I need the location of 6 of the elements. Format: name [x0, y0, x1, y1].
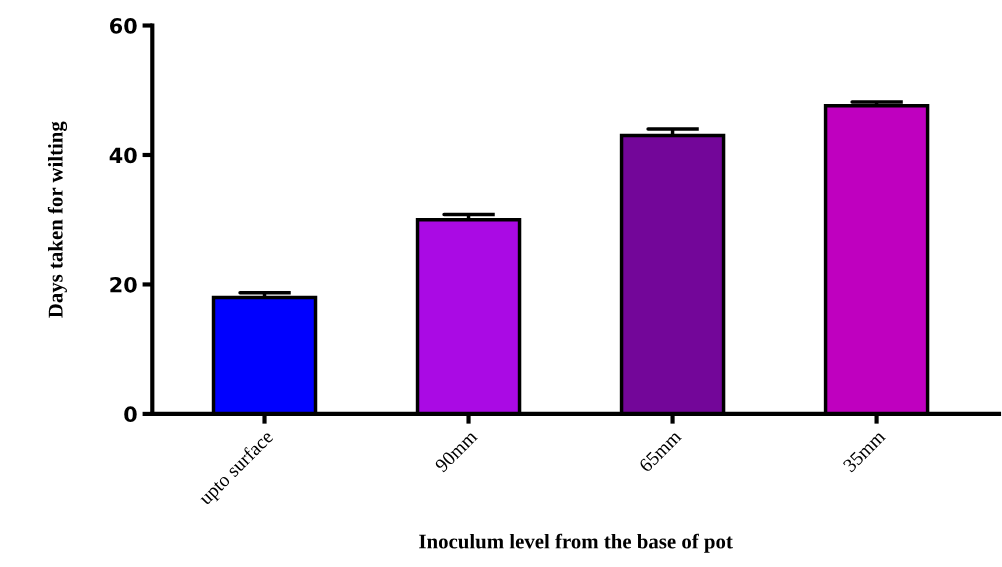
y-tick-label: 60 — [110, 17, 137, 34]
y-tick-label: 40 — [109, 147, 137, 164]
y-tick-label: 20 — [110, 276, 137, 293]
y-tick-label: 0 — [124, 406, 137, 423]
y-axis-title: Days taken for wilting — [47, 121, 68, 318]
x-axis-title: Inoculum level from the base of pot — [419, 533, 733, 553]
